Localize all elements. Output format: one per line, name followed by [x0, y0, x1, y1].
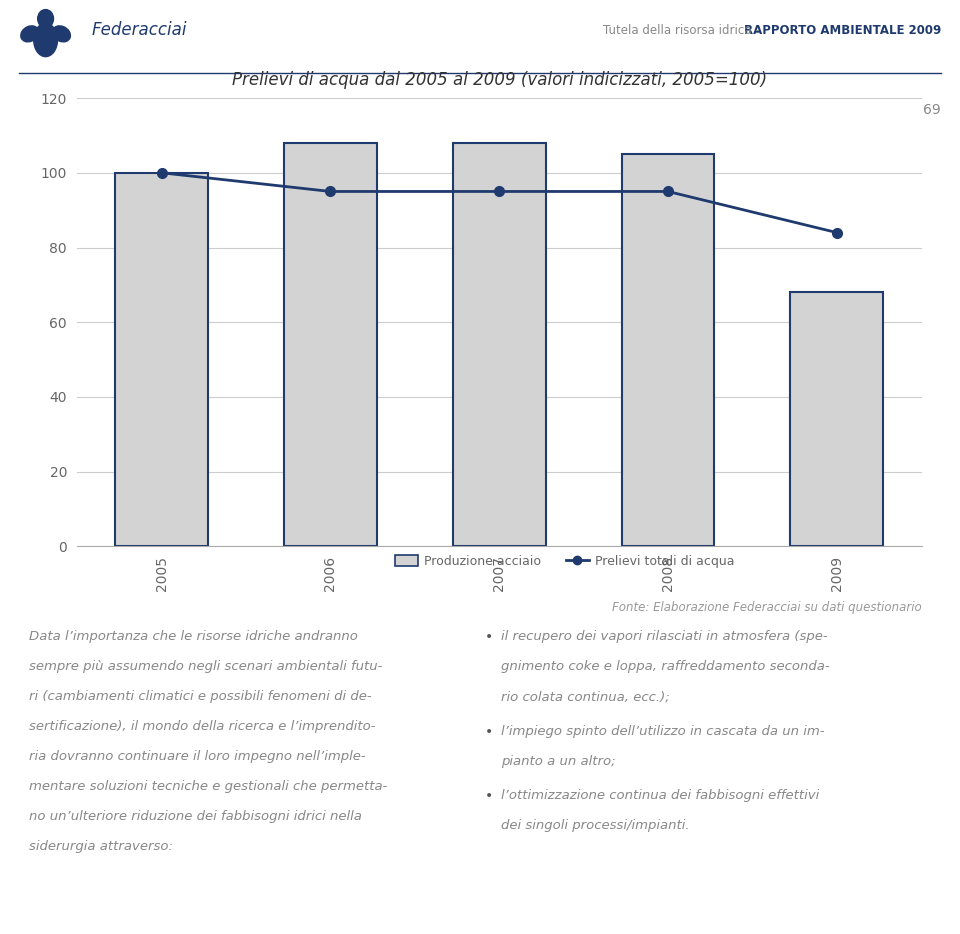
Text: 69: 69	[924, 103, 941, 117]
Bar	[453, 143, 545, 546]
Text: mentare soluzioni tecniche e gestionali che permetta-: mentare soluzioni tecniche e gestionali …	[29, 780, 387, 793]
Text: •: •	[485, 725, 493, 739]
Text: no un’ulteriore riduzione dei fabbisogni idrici nella: no un’ulteriore riduzione dei fabbisogni…	[29, 810, 362, 823]
Bar	[790, 292, 883, 546]
Text: rio colata continua, ecc.);: rio colata continua, ecc.);	[501, 690, 670, 703]
Text: Tutela della risorsa idrica -: Tutela della risorsa idrica -	[603, 23, 763, 36]
Text: Federacciai: Federacciai	[91, 21, 186, 39]
Text: il recupero dei vapori rilasciati in atmosfera (spe-: il recupero dei vapori rilasciati in atm…	[501, 630, 828, 644]
Text: sertificazione), il mondo della ricerca e l’imprendito-: sertificazione), il mondo della ricerca …	[29, 720, 375, 733]
Bar	[115, 173, 208, 546]
Text: l’ottimizzazione continua dei fabbisogni effettivi: l’ottimizzazione continua dei fabbisogni…	[501, 789, 820, 802]
Text: Fonte: Elaborazione Federacciai su dati questionario: Fonte: Elaborazione Federacciai su dati …	[612, 601, 922, 615]
Legend: Produzione acciaio, Prelievi totali di acqua: Produzione acciaio, Prelievi totali di a…	[391, 550, 739, 573]
Text: siderurgia attraverso:: siderurgia attraverso:	[29, 840, 173, 853]
Text: l’impiego spinto dell’utilizzo in cascata da un im-: l’impiego spinto dell’utilizzo in cascat…	[501, 725, 825, 738]
Ellipse shape	[21, 26, 38, 42]
Text: ri (cambiamenti climatici e possibili fenomeni di de-: ri (cambiamenti climatici e possibili fe…	[29, 690, 372, 703]
Text: gnimento coke e loppa, raffreddamento seconda-: gnimento coke e loppa, raffreddamento se…	[501, 660, 829, 673]
Circle shape	[37, 9, 54, 28]
Text: Data l’importanza che le risorse idriche andranno: Data l’importanza che le risorse idriche…	[29, 630, 358, 644]
Ellipse shape	[34, 23, 58, 57]
Text: RAPPORTO AMBIENTALE 2009: RAPPORTO AMBIENTALE 2009	[744, 23, 941, 36]
Text: pianto a un altro;: pianto a un altro;	[501, 755, 615, 768]
Text: Prelievi di acqua dal 2005 al 2009 (valori indicizzati, 2005=100): Prelievi di acqua dal 2005 al 2009 (valo…	[231, 71, 767, 89]
Text: ria dovranno continuare il loro impegno nell’imple-: ria dovranno continuare il loro impegno …	[29, 750, 366, 763]
Text: dei singoli processi/impianti.: dei singoli processi/impianti.	[501, 819, 689, 832]
Bar	[284, 143, 377, 546]
Ellipse shape	[53, 26, 70, 42]
Text: sempre più assumendo negli scenari ambientali futu-: sempre più assumendo negli scenari ambie…	[29, 660, 382, 673]
Text: •: •	[485, 789, 493, 803]
Bar	[621, 154, 714, 546]
Text: •: •	[485, 630, 493, 644]
